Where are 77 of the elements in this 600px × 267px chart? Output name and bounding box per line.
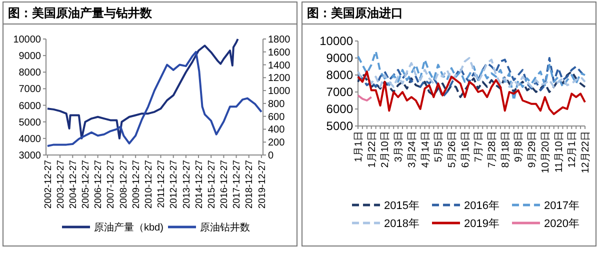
y2-tick-label: 800: [268, 98, 286, 110]
y-tick-label: 9000: [18, 51, 42, 62]
legend-label: 2017年: [544, 200, 580, 212]
x-tick-label: 2019-12-27: [256, 160, 268, 209]
x-tick-label: 11月10日: [554, 131, 565, 173]
x-tick-label: 2006-12-27: [93, 160, 104, 209]
x-tick-label: 2005-12-27: [80, 160, 92, 209]
x-tick-label: 8月18日: [500, 131, 512, 168]
x-tick-label: 6月16日: [460, 131, 472, 168]
y-tick-label: 5000: [326, 119, 354, 134]
x-tick-label: 9月29日: [527, 131, 538, 168]
x-tick-label: 10月20日: [540, 131, 552, 174]
legend-label: 2019年: [464, 218, 500, 230]
x-tick-label: 2003-12-27: [55, 160, 66, 209]
line-series: [357, 57, 586, 88]
legend-label: 2016年: [464, 200, 500, 212]
x-tick-label: 2018-12-27: [244, 160, 256, 209]
y-tick-label: 6000: [326, 102, 354, 116]
chart-title: 图：美国原油进口: [307, 6, 403, 20]
y-tick-label: 10000: [13, 34, 42, 46]
legend-label: 2020年: [544, 218, 580, 230]
x-tick-label: 3月3日: [394, 131, 405, 162]
y-tick-label: 9000: [326, 51, 354, 66]
y-tick-label: 7000: [18, 84, 42, 96]
x-tick-label: 2014-12-27: [194, 160, 205, 209]
y2-tick-label: 1000: [268, 86, 291, 98]
line-series: [357, 70, 586, 116]
legend-label: 原油钻井数: [200, 222, 250, 234]
y2-tick-label: 1200: [268, 73, 291, 84]
y-tick-label: 4000: [18, 134, 42, 145]
x-tick-label: 2002-12-27: [42, 160, 54, 209]
y2-tick-label: 200: [268, 138, 286, 149]
x-tick-label: 9月8日: [514, 131, 525, 162]
y-tick-label: 3000: [18, 150, 42, 162]
y-tick-label: 7000: [326, 85, 354, 100]
x-tick-label: 1月1日: [354, 131, 364, 162]
line-series: [357, 50, 586, 102]
x-tick-label: 12月1日: [567, 131, 578, 168]
x-tick-label: 2012-12-27: [168, 160, 180, 209]
x-tick-label: 2015-12-27: [206, 160, 218, 209]
x-tick-label: 2008-12-27: [118, 160, 130, 209]
x-tick-label: 2月10日: [380, 131, 392, 168]
y2-tick-label: 400: [268, 124, 286, 136]
y2-tick-label: 1800: [268, 34, 291, 46]
line-series: [46, 50, 262, 147]
x-tick-label: 12月22日: [580, 131, 592, 174]
legend-label: 2018年: [384, 218, 420, 230]
line-series: [357, 70, 586, 98]
x-tick-label: 2009-12-27: [130, 160, 142, 209]
y-tick-label: 5000: [18, 117, 42, 128]
chart-title: 图：美国原油产量与钻井数: [8, 6, 153, 20]
x-tick-label: 4月14日: [420, 131, 432, 168]
y2-tick-label: 1600: [268, 47, 291, 58]
line-series: [357, 57, 586, 98]
y-tick-label: 8000: [18, 68, 42, 79]
x-tick-label: 3月24日: [406, 131, 418, 168]
legend-label: 2015年: [384, 200, 420, 212]
y-tick-label: 10000: [320, 34, 354, 48]
y2-tick-label: 1400: [268, 60, 291, 72]
x-tick-label: 5月26日: [446, 131, 458, 168]
y-tick-label: 6000: [18, 100, 42, 112]
x-tick-label: 1月22日: [366, 131, 378, 168]
line-series: [46, 38, 239, 140]
y2-tick-label: 600: [268, 112, 286, 123]
x-tick-label: 2016-12-27: [219, 160, 230, 209]
x-tick-label: 2007-12-27: [106, 160, 117, 209]
x-tick-label: 2017-12-27: [232, 160, 243, 209]
x-tick-label: 2004-12-27: [68, 160, 79, 209]
y-tick-label: 8000: [326, 68, 354, 82]
x-tick-label: 7月7日: [474, 131, 485, 162]
x-tick-label: 5月5日: [434, 131, 445, 162]
legend-label: 原油产量（kbd): [94, 222, 164, 234]
y2-tick-label: 0: [268, 150, 274, 162]
x-tick-label: 2010-12-27: [143, 160, 154, 209]
x-tick-label: 7月28日: [487, 131, 498, 168]
x-tick-label: 2011-12-27: [156, 160, 168, 208]
x-tick-label: 2013-12-27: [181, 160, 192, 209]
